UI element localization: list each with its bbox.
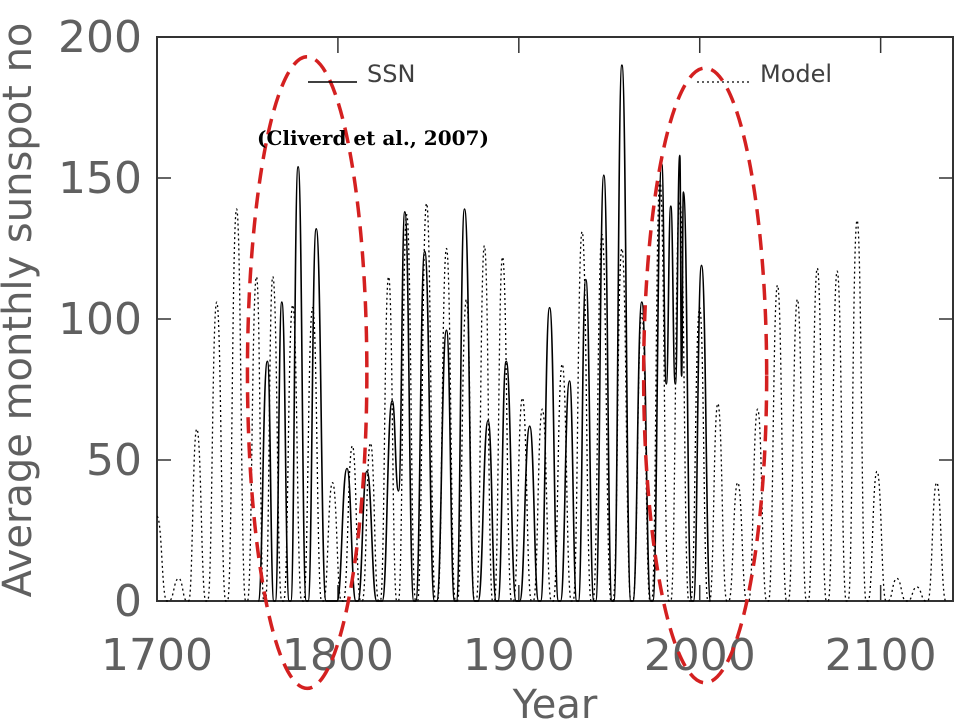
highlight-ellipse-1 bbox=[245, 54, 369, 691]
series-line-ssn bbox=[257, 64, 712, 602]
x-tick-label-1800: 1800 bbox=[282, 630, 394, 681]
x-tick-label-1900: 1900 bbox=[463, 630, 575, 681]
legend-model-label: Model bbox=[760, 60, 832, 88]
y-tick-label-200: 200 bbox=[58, 12, 142, 63]
series-line-model bbox=[156, 180, 947, 602]
highlight-layer bbox=[245, 54, 769, 691]
x-tick-label-2100: 2100 bbox=[825, 630, 937, 681]
y-axis-ticks: 0 50 100 150 200 bbox=[58, 12, 953, 627]
citation-annotation: (Cliverd et al., 2007) bbox=[257, 126, 489, 150]
y-axis-title: Average monthly sunspot no bbox=[0, 23, 41, 598]
x-axis-title: Year bbox=[512, 682, 598, 720]
x-axis-ticks: 1700 1800 1900 2000 2100 bbox=[101, 37, 937, 681]
y-tick-label-100: 100 bbox=[58, 294, 142, 345]
y-tick-label-0: 0 bbox=[114, 576, 142, 627]
legend: SSN Model bbox=[308, 60, 832, 88]
x-tick-label-1700: 1700 bbox=[101, 630, 213, 681]
y-tick-label-50: 50 bbox=[86, 435, 142, 486]
y-tick-label-150: 150 bbox=[58, 153, 142, 204]
legend-ssn-label: SSN bbox=[367, 60, 415, 88]
series-layer bbox=[156, 64, 947, 602]
